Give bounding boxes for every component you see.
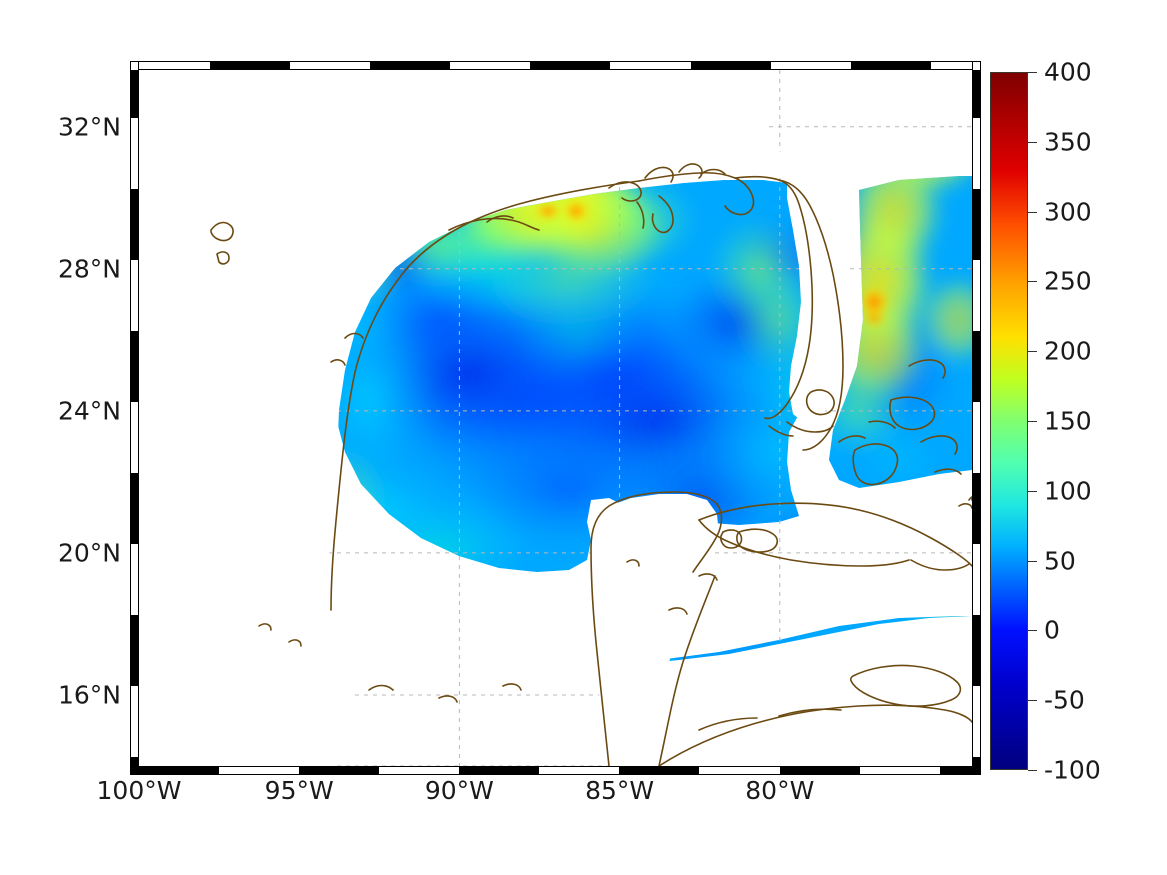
- y-tick-label-28n: 28°N: [57, 254, 121, 284]
- x-tick-label-85w: 85°W: [585, 776, 655, 805]
- x-tick-label-90w: 90°W: [424, 776, 494, 805]
- x-tick-label-95w: 95°W: [264, 776, 334, 805]
- colorbar-tick-neg100: [1028, 770, 1037, 771]
- colorbar-label-400: 400: [1044, 57, 1092, 87]
- colorbar-label-100: 100: [1044, 476, 1092, 506]
- colorbar-label-200: 200: [1044, 336, 1092, 366]
- colorbar-label-50: 50: [1044, 546, 1076, 576]
- y-tick-label-32n: 32°N: [57, 112, 121, 142]
- map-axes: 100°W 95°W 90°W 85°W 80°W 32°N 28°N 24°N…: [58, 61, 981, 805]
- y-tick-label-24n: 24°N: [57, 396, 121, 426]
- colorbar-gradient: [990, 72, 1028, 770]
- colorbar-label-neg100: -100: [1044, 755, 1101, 785]
- colorbar-label-150: 150: [1044, 406, 1092, 436]
- colorbar-tick-50: [1028, 560, 1037, 562]
- colorbar-label-350: 350: [1044, 127, 1092, 157]
- colorbar: 400 350 300 250 200 150 100 50 0 -50 -10…: [990, 58, 1101, 785]
- map-frame-top: [130, 61, 981, 70]
- x-tick-label-80w: 80°W: [745, 776, 815, 805]
- colorbar-label-250: 250: [1044, 266, 1092, 296]
- colorbar-tick-350: [1028, 141, 1037, 143]
- colorbar-tick-400: [1028, 72, 1037, 73]
- y-tick-label-16n: 16°N: [57, 680, 121, 710]
- colorbar-label-300: 300: [1044, 197, 1092, 227]
- map-plot-area: [139, 70, 972, 766]
- map-frame-bottom: [130, 766, 981, 775]
- colorbar-label-0: 0: [1044, 615, 1060, 645]
- colorbar-tick-neg50: [1028, 700, 1037, 702]
- x-tick-label-100w: 100°W: [96, 776, 182, 805]
- colorbar-tick-150: [1028, 421, 1037, 422]
- colorbar-tick-250: [1028, 281, 1037, 283]
- colorbar-tick-300: [1028, 211, 1037, 213]
- colorbar-label-neg50: -50: [1044, 685, 1085, 715]
- map-frame-right: [972, 61, 981, 775]
- colorbar-tick-100: [1028, 490, 1037, 492]
- coastline-overlay: [139, 70, 972, 766]
- colorbar-tick-0: [1028, 630, 1037, 632]
- y-tick-label-20n: 20°N: [57, 538, 121, 568]
- colorbar-tick-200: [1028, 351, 1037, 353]
- map-frame-left: [130, 61, 139, 775]
